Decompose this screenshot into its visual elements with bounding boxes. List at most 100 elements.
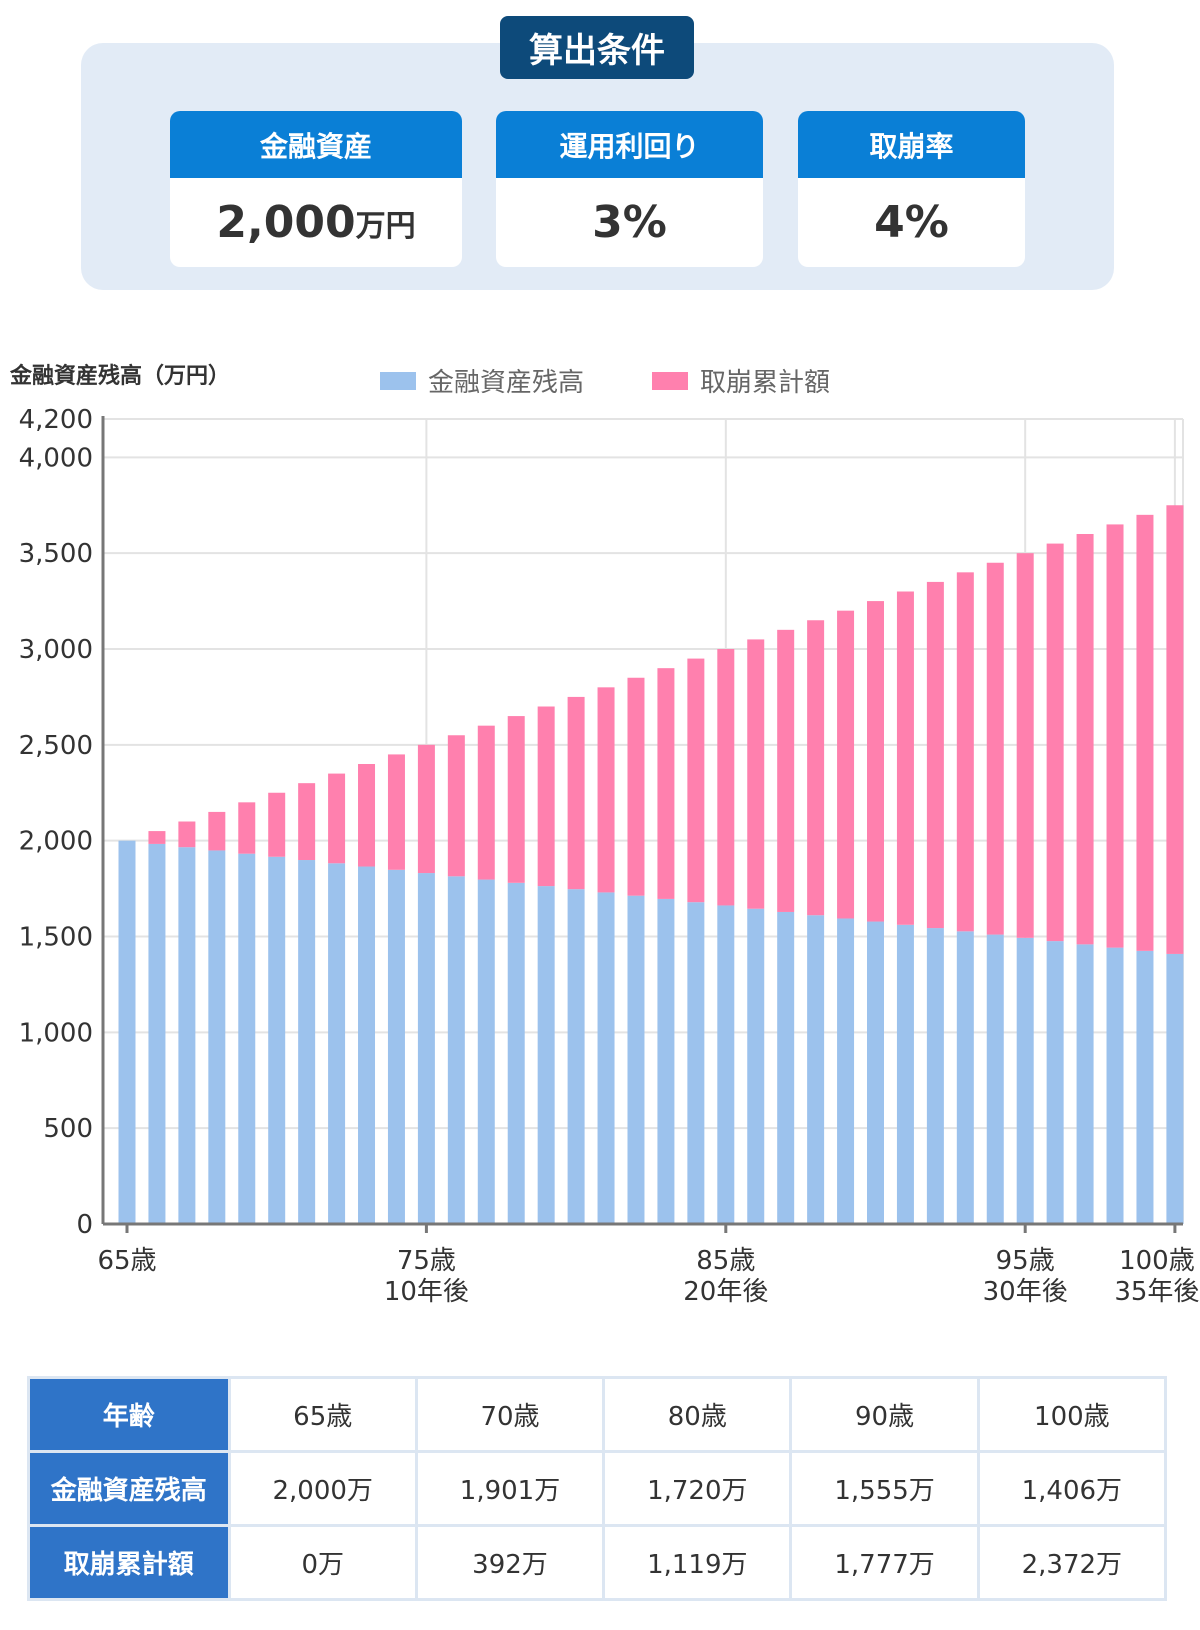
table-cell: 1,720万 — [602, 1450, 793, 1527]
bar-withdrawn — [956, 572, 974, 932]
bar-balance — [687, 902, 705, 1224]
card-value: 2,000 — [216, 197, 356, 248]
table-cell: 65歳 — [227, 1376, 418, 1453]
bar-withdrawn — [1016, 553, 1034, 938]
bar-withdrawn — [447, 735, 465, 877]
y-tick-label: 3,500 — [19, 539, 93, 569]
table-cell: 1,406万 — [976, 1450, 1168, 1527]
bar-balance — [358, 866, 376, 1224]
y-tick-label: 500 — [43, 1114, 93, 1144]
bar-withdrawn — [358, 764, 376, 867]
x-tick-label: 95歳 — [996, 1246, 1055, 1276]
legend-label: 取崩累計額 — [700, 368, 831, 398]
table-cell: 0万 — [227, 1524, 418, 1601]
x-tick-label: 65歳 — [97, 1246, 156, 1276]
table-cell: 80歳 — [602, 1376, 793, 1453]
card-withdraw-rate: 取崩率 4% — [798, 111, 1025, 267]
row-header: 金融資産残高 — [27, 1450, 231, 1527]
bar-withdrawn — [896, 591, 914, 925]
bar-withdrawn — [208, 811, 226, 851]
bar-withdrawn — [597, 687, 615, 893]
bar-withdrawn — [238, 802, 256, 854]
bar-withdrawn — [567, 696, 585, 890]
bar-balance — [1076, 944, 1094, 1224]
bar-balance — [537, 886, 555, 1224]
bar-withdrawn — [507, 716, 525, 883]
card-assets: 金融資産 2,000 万円 — [170, 111, 462, 267]
bar-balance — [178, 847, 196, 1224]
bar-balance — [208, 850, 226, 1224]
bar-balance — [1106, 947, 1124, 1224]
bar-withdrawn — [387, 754, 405, 870]
y-tick-label: 4,200 — [19, 405, 93, 435]
bar-withdrawn — [986, 562, 1004, 935]
table-cell: 70歳 — [414, 1376, 606, 1453]
bar-withdrawn — [1106, 524, 1124, 948]
legend-withdrawn: 取崩累計額 — [652, 362, 830, 399]
table-cell: 100歳 — [976, 1376, 1168, 1453]
stacked-bar-chart: 0 500 1,000 1,500 2,000 2,500 3,000 3,500 4,000 4… — [19, 405, 1200, 1307]
bar-balance — [238, 853, 256, 1224]
y-tick-label: 2,500 — [19, 731, 93, 761]
table-cell: 1,901万 — [414, 1450, 606, 1527]
table-row: 金融資産残高 2,000万 1,901万 1,720万 1,555万 1,406万 — [27, 1450, 1168, 1527]
card-yield: 運用利回り 3% — [496, 111, 763, 267]
legend-balance: 金融資産残高 — [380, 362, 584, 399]
bar-balance — [1016, 937, 1034, 1224]
y-tick-label: 1,000 — [19, 1018, 93, 1048]
bar-balance — [777, 911, 795, 1224]
table-cell: 392万 — [414, 1524, 606, 1601]
bar-balance — [148, 843, 166, 1224]
bar-withdrawn — [268, 792, 286, 857]
bar-withdrawn — [1136, 514, 1154, 951]
y-tick-label: 3,000 — [19, 635, 93, 665]
y-tick-label: 4,000 — [19, 443, 93, 473]
card-label: 運用利回り — [496, 111, 763, 178]
bar-withdrawn — [477, 725, 495, 880]
bar-balance — [747, 908, 765, 1224]
bar-withdrawn — [747, 639, 765, 909]
bar-withdrawn — [1076, 534, 1094, 945]
bar-withdrawn — [178, 821, 196, 848]
bar-withdrawn — [867, 601, 884, 922]
bar-withdrawn — [717, 649, 735, 906]
card-label: 金融資産 — [170, 111, 462, 178]
table-cell: 1,555万 — [789, 1450, 980, 1527]
bar-withdrawn — [417, 744, 435, 874]
y-tick-label: 2,000 — [19, 827, 93, 857]
bar-withdrawn — [837, 610, 855, 919]
bar-withdrawn — [807, 620, 825, 916]
x-tick-sublabel: 30年後 — [983, 1277, 1068, 1307]
bar-withdrawn — [537, 706, 555, 887]
bar-balance — [507, 882, 525, 1224]
table-cell: 2,372万 — [976, 1524, 1168, 1601]
x-tick-sublabel: 35年後 — [1114, 1277, 1199, 1307]
legend-label: 金融資産残高 — [428, 368, 585, 398]
bar-balance — [956, 931, 974, 1224]
x-tick-sublabel: 20年後 — [683, 1277, 768, 1307]
row-header: 年齢 — [27, 1376, 231, 1453]
bar-withdrawn — [148, 831, 166, 844]
card-unit: 万円 — [355, 208, 416, 244]
y-tick-label: 0 — [76, 1210, 93, 1240]
bar-withdrawn — [1046, 543, 1064, 942]
table-cell: 1,119万 — [602, 1524, 793, 1601]
bar-balance — [387, 869, 405, 1224]
legend-swatch — [380, 371, 416, 390]
x-tick-label: 100歳 — [1119, 1246, 1195, 1276]
bar-withdrawn — [777, 629, 795, 912]
table-cell: 90歳 — [789, 1376, 980, 1453]
bar-balance — [1046, 941, 1064, 1224]
bar-balance — [807, 915, 825, 1224]
summary-table: 年齢 65歳 70歳 80歳 90歳 100歳 金融資産残高 2,000万 1,901万 1,72… — [27, 1376, 1168, 1601]
bar-balance — [268, 856, 286, 1224]
card-label: 取崩率 — [798, 111, 1025, 178]
table-row: 年齢 65歳 70歳 80歳 90歳 100歳 — [27, 1376, 1168, 1453]
bar-withdrawn — [926, 581, 944, 929]
bar-withdrawn — [328, 773, 346, 864]
bar-balance — [417, 873, 435, 1224]
bar-withdrawn — [627, 677, 645, 896]
x-tick-label: 85歳 — [696, 1246, 755, 1276]
bar-withdrawn — [657, 668, 675, 899]
y-axis-title: 金融資産残高（万円） — [10, 364, 231, 389]
